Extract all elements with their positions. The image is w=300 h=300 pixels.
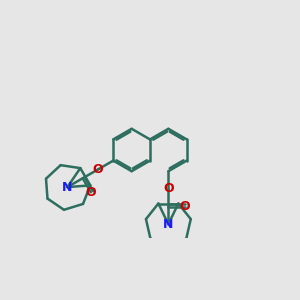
Text: N: N bbox=[62, 181, 73, 194]
Text: N: N bbox=[163, 218, 173, 231]
Text: O: O bbox=[163, 182, 174, 195]
Text: O: O bbox=[85, 186, 96, 199]
Text: O: O bbox=[179, 200, 190, 213]
Text: O: O bbox=[93, 163, 103, 176]
